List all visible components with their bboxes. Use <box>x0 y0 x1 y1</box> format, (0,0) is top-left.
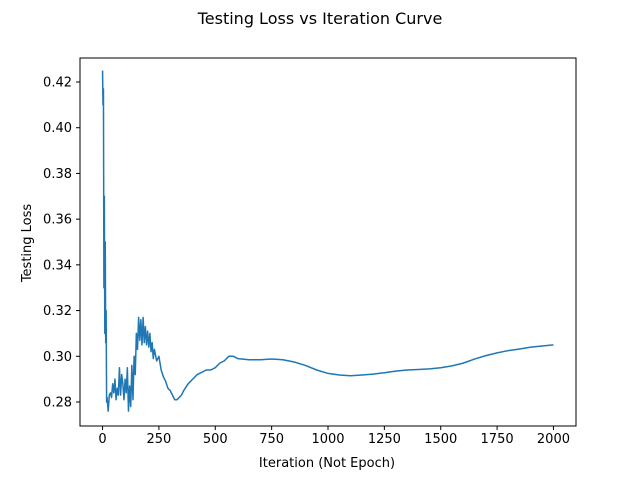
x-tick-label: 0 <box>98 432 106 447</box>
y-tick-label: 0.28 <box>43 396 72 411</box>
y-tick-label: 0.40 <box>43 121 72 136</box>
chart-title: Testing Loss vs Iteration Curve <box>197 9 443 28</box>
series-line <box>101 70 554 412</box>
plot-frame <box>79 57 577 427</box>
x-tick-label: 1750 <box>481 432 514 447</box>
y-tick-label: 0.32 <box>43 304 72 319</box>
series-layer <box>101 70 554 412</box>
y-tick-label: 0.38 <box>43 167 72 182</box>
x-tick-label: 750 <box>259 432 284 447</box>
y-tick-label: 0.42 <box>43 76 72 91</box>
x-tick-label: 2000 <box>537 432 570 447</box>
y-tick-label: 0.36 <box>43 213 72 228</box>
x-axis-ticks: 0 250 500 750 1000 1250 1500 1750 2000 <box>98 426 570 447</box>
x-tick-label: 1250 <box>368 432 401 447</box>
x-tick-label: 1000 <box>311 432 344 447</box>
x-tick-label: 250 <box>146 432 171 447</box>
y-axis-label: Testing Loss <box>20 204 35 284</box>
x-tick-label: 500 <box>203 432 228 447</box>
x-axis-label: Iteration (Not Epoch) <box>259 456 395 471</box>
y-axis-ticks: 0.28 0.30 0.32 0.34 0.36 0.38 0.40 0.42 <box>43 76 80 411</box>
x-tick-label: 1500 <box>424 432 457 447</box>
y-tick-label: 0.34 <box>43 258 72 273</box>
y-tick-label: 0.30 <box>43 350 72 365</box>
